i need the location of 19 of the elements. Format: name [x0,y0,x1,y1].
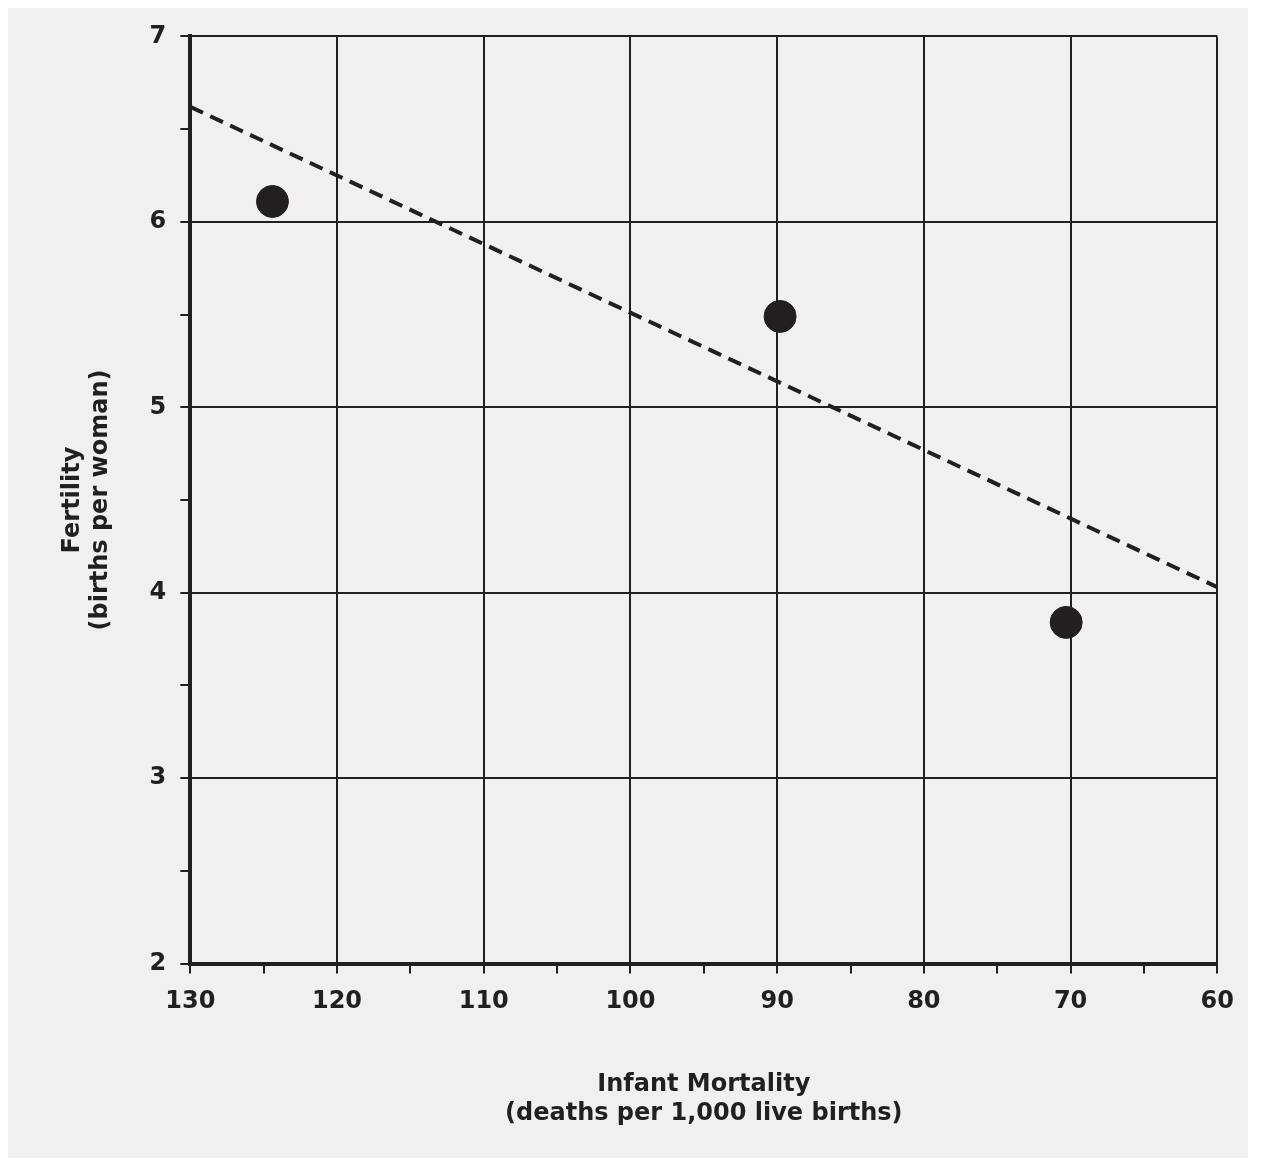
x-tick-label: 70 [1053,986,1088,1015]
x-axis-title: Infant Mortality (deaths per 1,000 live births) [505,1069,903,1126]
point [763,299,797,333]
x-tick-label: 120 [311,986,363,1015]
y-tick-label: 3 [149,762,167,791]
y-tick-label: 4 [149,576,167,605]
point [1049,605,1083,639]
y-tick-label: 5 [149,391,167,420]
x-tick-label: 60 [1200,986,1234,1015]
x-tick-label: 80 [907,986,941,1015]
x-tick-label: 100 [605,986,656,1015]
x-tick-label: 110 [458,986,509,1015]
x-tick-label: 90 [760,986,794,1015]
x-tick-label: 130 [165,986,216,1015]
y-tick-label: 2 [149,947,167,976]
y-tick-label: 7 [149,20,167,49]
y-tick-label: 6 [149,206,167,235]
point [255,184,289,218]
y-axis-title: Fertility (births per woman) [56,369,114,631]
